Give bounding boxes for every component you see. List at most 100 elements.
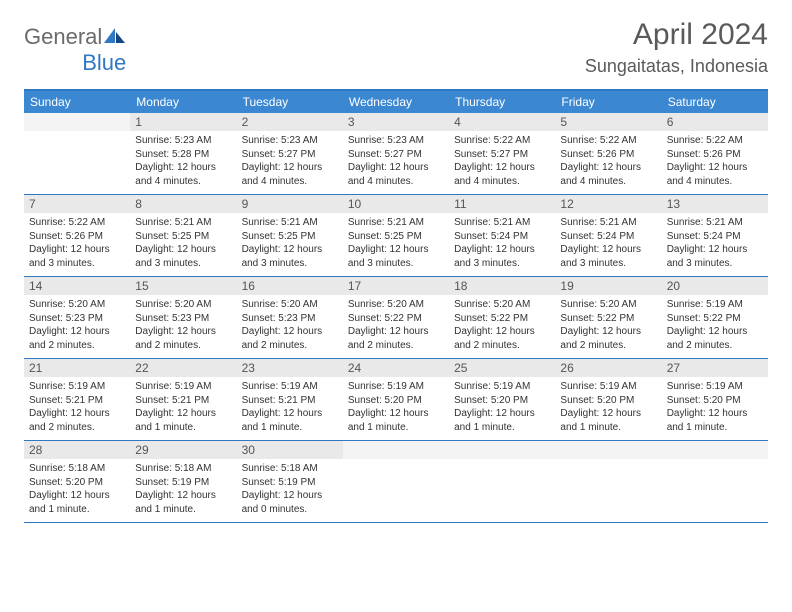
daylight-text: Daylight: 12 hours and 3 minutes. (29, 243, 125, 270)
day-details: Sunrise: 5:22 AMSunset: 5:26 PMDaylight:… (24, 213, 130, 276)
day-number: 14 (24, 277, 130, 295)
sunrise-text: Sunrise: 5:21 AM (454, 216, 550, 230)
sunrise-text: Sunrise: 5:22 AM (667, 134, 763, 148)
calendar-cell: 21Sunrise: 5:19 AMSunset: 5:21 PMDayligh… (24, 359, 130, 440)
daylight-text: Daylight: 12 hours and 2 minutes. (667, 325, 763, 352)
day-details: Sunrise: 5:21 AMSunset: 5:25 PMDaylight:… (343, 213, 449, 276)
calendar-cell: 27Sunrise: 5:19 AMSunset: 5:20 PMDayligh… (662, 359, 768, 440)
sunset-text: Sunset: 5:25 PM (242, 230, 338, 244)
day-number: 8 (130, 195, 236, 213)
day-details: Sunrise: 5:19 AMSunset: 5:21 PMDaylight:… (237, 377, 343, 440)
calendar-cell: 18Sunrise: 5:20 AMSunset: 5:22 PMDayligh… (449, 277, 555, 358)
sunrise-text: Sunrise: 5:18 AM (29, 462, 125, 476)
logo-text-blue: Blue (24, 50, 126, 76)
calendar-cell: 29Sunrise: 5:18 AMSunset: 5:19 PMDayligh… (130, 441, 236, 522)
sunrise-text: Sunrise: 5:19 AM (242, 380, 338, 394)
day-details: Sunrise: 5:19 AMSunset: 5:20 PMDaylight:… (449, 377, 555, 440)
day-number: 18 (449, 277, 555, 295)
daylight-text: Daylight: 12 hours and 4 minutes. (454, 161, 550, 188)
day-number: 11 (449, 195, 555, 213)
daylight-text: Daylight: 12 hours and 2 minutes. (135, 325, 231, 352)
sunset-text: Sunset: 5:24 PM (454, 230, 550, 244)
sunrise-text: Sunrise: 5:20 AM (242, 298, 338, 312)
sunrise-text: Sunrise: 5:19 AM (29, 380, 125, 394)
day-details: Sunrise: 5:19 AMSunset: 5:20 PMDaylight:… (555, 377, 661, 440)
daylight-text: Daylight: 12 hours and 4 minutes. (242, 161, 338, 188)
day-details: Sunrise: 5:23 AMSunset: 5:28 PMDaylight:… (130, 131, 236, 194)
day-header: Sunday (24, 91, 130, 113)
calendar-cell: 26Sunrise: 5:19 AMSunset: 5:20 PMDayligh… (555, 359, 661, 440)
calendar-cell: 13Sunrise: 5:21 AMSunset: 5:24 PMDayligh… (662, 195, 768, 276)
day-details: Sunrise: 5:19 AMSunset: 5:22 PMDaylight:… (662, 295, 768, 358)
day-details: Sunrise: 5:20 AMSunset: 5:23 PMDaylight:… (237, 295, 343, 358)
calendar-cell: 2Sunrise: 5:23 AMSunset: 5:27 PMDaylight… (237, 113, 343, 194)
daylight-text: Daylight: 12 hours and 4 minutes. (667, 161, 763, 188)
daylight-text: Daylight: 12 hours and 3 minutes. (135, 243, 231, 270)
calendar-cell: 15Sunrise: 5:20 AMSunset: 5:23 PMDayligh… (130, 277, 236, 358)
day-number: 26 (555, 359, 661, 377)
day-number: 22 (130, 359, 236, 377)
logo-sail-icon (102, 27, 126, 50)
sunrise-text: Sunrise: 5:23 AM (135, 134, 231, 148)
day-details: Sunrise: 5:21 AMSunset: 5:24 PMDaylight:… (449, 213, 555, 276)
day-details: Sunrise: 5:22 AMSunset: 5:26 PMDaylight:… (662, 131, 768, 194)
daylight-text: Daylight: 12 hours and 1 minute. (348, 407, 444, 434)
calendar-table: SundayMondayTuesdayWednesdayThursdayFrid… (24, 89, 768, 523)
calendar-cell: 24Sunrise: 5:19 AMSunset: 5:20 PMDayligh… (343, 359, 449, 440)
week-row: 28Sunrise: 5:18 AMSunset: 5:20 PMDayligh… (24, 441, 768, 523)
day-details: Sunrise: 5:18 AMSunset: 5:19 PMDaylight:… (237, 459, 343, 522)
sunset-text: Sunset: 5:25 PM (135, 230, 231, 244)
calendar-cell (343, 441, 449, 522)
page-header: GeneralBlue April 2024 Sungaitatas, Indo… (24, 18, 768, 77)
calendar-cell: 5Sunrise: 5:22 AMSunset: 5:26 PMDaylight… (555, 113, 661, 194)
sunrise-text: Sunrise: 5:21 AM (135, 216, 231, 230)
sunrise-text: Sunrise: 5:19 AM (454, 380, 550, 394)
sunset-text: Sunset: 5:26 PM (560, 148, 656, 162)
day-number: 7 (24, 195, 130, 213)
day-details: Sunrise: 5:21 AMSunset: 5:24 PMDaylight:… (662, 213, 768, 276)
day-number: 29 (130, 441, 236, 459)
sunrise-text: Sunrise: 5:21 AM (242, 216, 338, 230)
daylight-text: Daylight: 12 hours and 2 minutes. (242, 325, 338, 352)
day-number: 17 (343, 277, 449, 295)
day-details: Sunrise: 5:21 AMSunset: 5:25 PMDaylight:… (237, 213, 343, 276)
calendar-cell: 3Sunrise: 5:23 AMSunset: 5:27 PMDaylight… (343, 113, 449, 194)
day-details: Sunrise: 5:20 AMSunset: 5:22 PMDaylight:… (343, 295, 449, 358)
calendar-cell: 28Sunrise: 5:18 AMSunset: 5:20 PMDayligh… (24, 441, 130, 522)
calendar-cell: 9Sunrise: 5:21 AMSunset: 5:25 PMDaylight… (237, 195, 343, 276)
sunrise-text: Sunrise: 5:18 AM (135, 462, 231, 476)
sunset-text: Sunset: 5:24 PM (667, 230, 763, 244)
day-number: 21 (24, 359, 130, 377)
sunrise-text: Sunrise: 5:19 AM (348, 380, 444, 394)
day-number: 2 (237, 113, 343, 131)
day-details: Sunrise: 5:19 AMSunset: 5:21 PMDaylight:… (24, 377, 130, 440)
daylight-text: Daylight: 12 hours and 2 minutes. (348, 325, 444, 352)
daylight-text: Daylight: 12 hours and 0 minutes. (242, 489, 338, 516)
sunset-text: Sunset: 5:25 PM (348, 230, 444, 244)
day-headers-row: SundayMondayTuesdayWednesdayThursdayFrid… (24, 91, 768, 113)
daylight-text: Daylight: 12 hours and 1 minute. (242, 407, 338, 434)
sunrise-text: Sunrise: 5:20 AM (560, 298, 656, 312)
daylight-text: Daylight: 12 hours and 3 minutes. (560, 243, 656, 270)
day-details: Sunrise: 5:19 AMSunset: 5:21 PMDaylight:… (130, 377, 236, 440)
sunset-text: Sunset: 5:22 PM (560, 312, 656, 326)
sunset-text: Sunset: 5:19 PM (242, 476, 338, 490)
location-label: Sungaitatas, Indonesia (585, 56, 768, 77)
calendar-cell: 22Sunrise: 5:19 AMSunset: 5:21 PMDayligh… (130, 359, 236, 440)
daylight-text: Daylight: 12 hours and 2 minutes. (560, 325, 656, 352)
daylight-text: Daylight: 12 hours and 4 minutes. (135, 161, 231, 188)
daylight-text: Daylight: 12 hours and 1 minute. (29, 489, 125, 516)
daylight-text: Daylight: 12 hours and 3 minutes. (242, 243, 338, 270)
calendar-page: GeneralBlue April 2024 Sungaitatas, Indo… (0, 0, 792, 541)
empty-day (662, 441, 768, 459)
daylight-text: Daylight: 12 hours and 4 minutes. (560, 161, 656, 188)
day-details: Sunrise: 5:19 AMSunset: 5:20 PMDaylight:… (662, 377, 768, 440)
day-details: Sunrise: 5:20 AMSunset: 5:23 PMDaylight:… (130, 295, 236, 358)
sunset-text: Sunset: 5:22 PM (454, 312, 550, 326)
sunrise-text: Sunrise: 5:21 AM (560, 216, 656, 230)
week-row: 21Sunrise: 5:19 AMSunset: 5:21 PMDayligh… (24, 359, 768, 441)
sunset-text: Sunset: 5:27 PM (348, 148, 444, 162)
sunset-text: Sunset: 5:20 PM (29, 476, 125, 490)
daylight-text: Daylight: 12 hours and 2 minutes. (29, 325, 125, 352)
day-number: 23 (237, 359, 343, 377)
